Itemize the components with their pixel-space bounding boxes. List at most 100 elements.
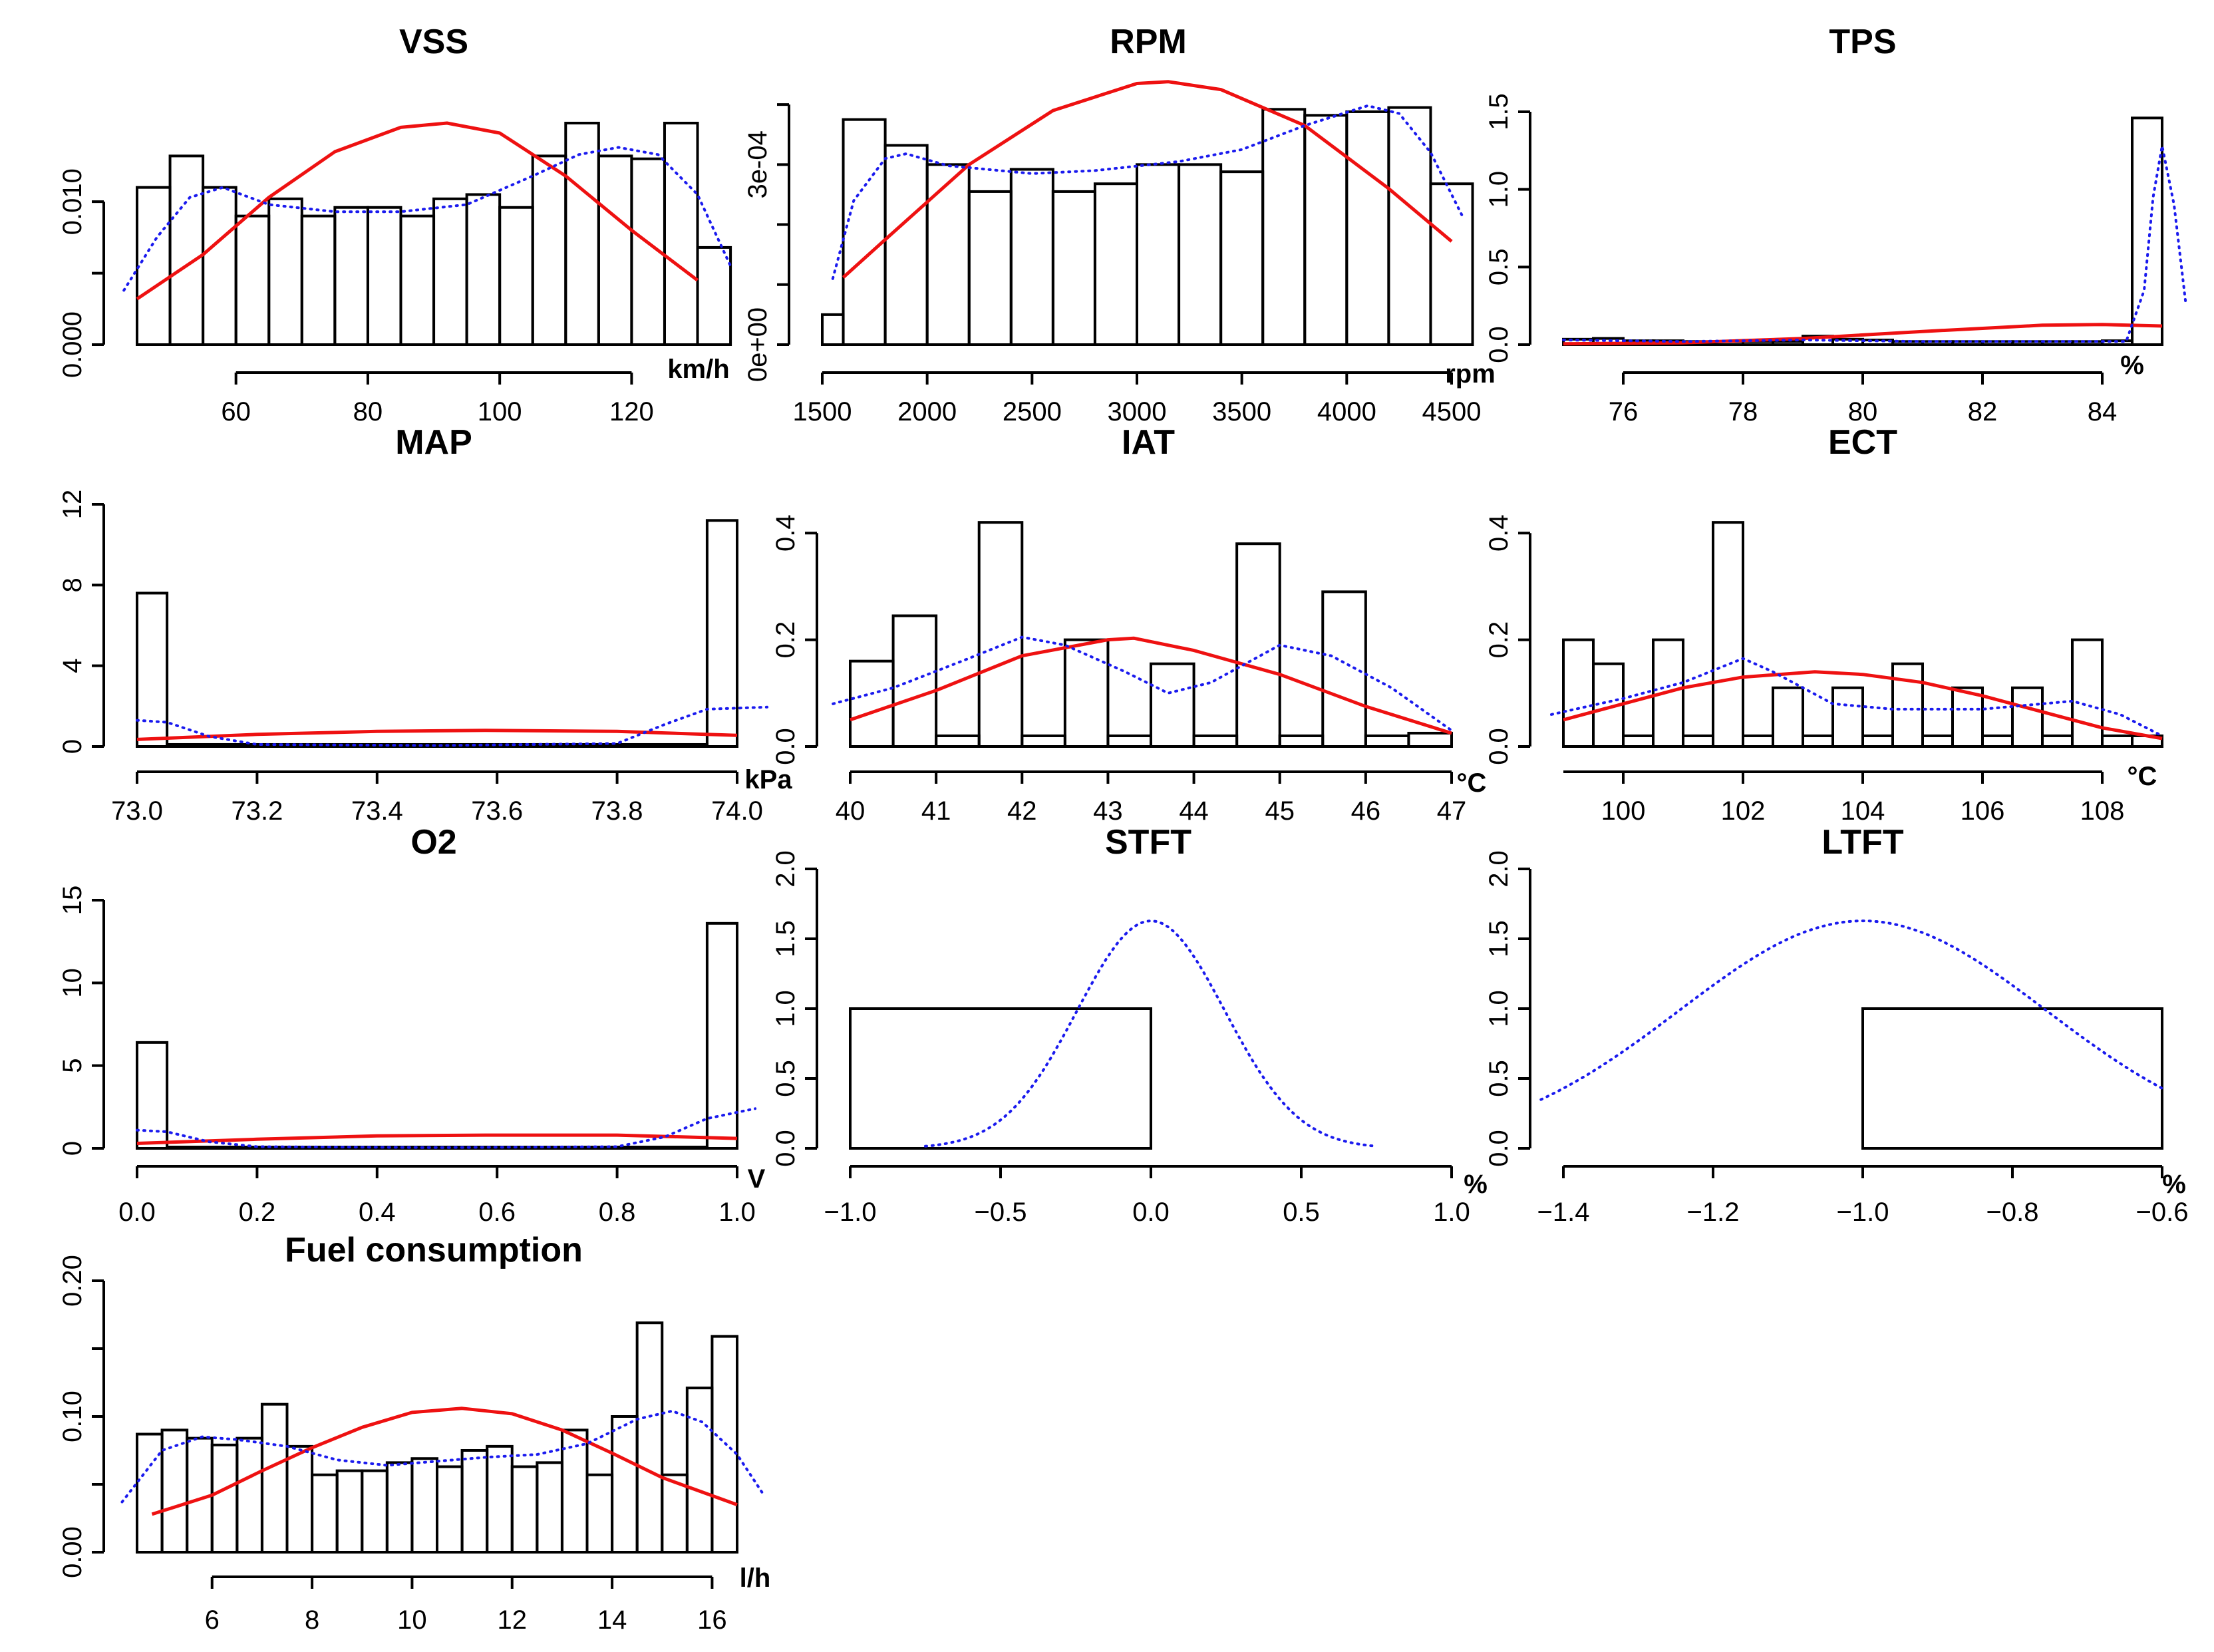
- x-tick-label: 14: [597, 1605, 627, 1635]
- y-tick-label: 0.2: [771, 621, 800, 659]
- y-tick-label: 0.5: [771, 1060, 800, 1097]
- y-tick-label: 0: [58, 1141, 87, 1156]
- y-tick-label: 1.0: [771, 990, 800, 1027]
- histogram-bar: [663, 122, 699, 346]
- panel-vss: VSS 60 80 100 120 km/h 0.000 0.010: [58, 23, 732, 426]
- y-tick-label: 0.0: [1484, 1130, 1513, 1167]
- x-tick-label: 6: [205, 1605, 220, 1635]
- x-unit-label: °C: [2128, 762, 2157, 791]
- y-tick-label: 2.0: [1484, 850, 1513, 888]
- panel-title: MAP: [395, 423, 472, 462]
- x-tick-label: 1.0: [718, 1198, 756, 1227]
- density-curve: [122, 146, 732, 292]
- histogram-bar: [705, 921, 739, 1150]
- x-tick-label: 76: [1609, 397, 1639, 426]
- normal-fit-curve: [136, 1133, 738, 1145]
- x-tick-label: 80: [353, 397, 383, 426]
- y-tick-label: 0e+00: [743, 307, 772, 382]
- x-tick-label: 73.2: [231, 796, 283, 826]
- x-tick-label: 0.5: [1283, 1198, 1320, 1227]
- x-tick-label: 60: [221, 397, 251, 426]
- panel-iat: IAT 40 41 42 43 44 45 46 47°C 0.0 0.2 0.4: [771, 423, 1486, 826]
- density-curve: [1550, 657, 2163, 737]
- histogram-bar: [136, 1041, 169, 1150]
- y-tick-label: 15: [58, 886, 87, 915]
- panel-ect: ECT 100 102 104 106 108°C 0.0 0.2 0.4: [1484, 423, 2163, 826]
- histogram-bar: [891, 614, 938, 748]
- normal-fit-curve: [136, 729, 738, 741]
- x-tick-label: 106: [1961, 796, 2005, 826]
- panel-title: ECT: [1828, 423, 1897, 462]
- panel-title: TPS: [1829, 23, 1896, 61]
- histogram-bar: [1429, 182, 1474, 346]
- y-tick-label: 0.010: [58, 168, 87, 235]
- density-curve: [832, 635, 1453, 732]
- x-tick-label: 84: [2088, 397, 2118, 426]
- panel-title: RPM: [1110, 23, 1187, 61]
- panel-title: Fuel consumption: [285, 1231, 583, 1269]
- y-tick-label: 0.2: [1484, 621, 1513, 659]
- histogram-bar: [1951, 686, 1984, 748]
- x-tick-label: −1.0: [824, 1198, 877, 1227]
- x-tick-label: 120: [609, 397, 654, 426]
- x-tick-label: 41: [921, 796, 951, 826]
- normal-fit-curve: [850, 636, 1452, 735]
- y-tick-label: 4: [58, 659, 87, 673]
- y-tick-label: 1.0: [1484, 171, 1513, 208]
- x-tick-label: −1.0: [1837, 1198, 1889, 1227]
- x-tick-label: 3000: [1108, 397, 1167, 426]
- x-tick-label: 82: [1968, 397, 1998, 426]
- normal-fit-curve: [1563, 670, 2163, 741]
- density-curve: [924, 919, 1378, 1148]
- y-tick-label: 1.0: [1484, 990, 1513, 1027]
- x-unit-label: %: [1464, 1170, 1488, 1199]
- x-tick-label: 4000: [1317, 397, 1376, 426]
- x-unit-label: %: [2162, 1170, 2186, 1199]
- panel-stft: STFT −1.0 −0.5 0.0 0.5 1.0% 0.0 0.5 1.0 1.5 2.0: [771, 823, 1488, 1227]
- panel-title: VSS: [399, 23, 468, 61]
- x-unit-label: kPa: [744, 765, 792, 794]
- panel-o2: O2 0.0 0.2 0.4 0.6 0.8 1.0 V 0 5 10 15: [58, 823, 766, 1227]
- x-tick-label: 42: [1007, 796, 1037, 826]
- y-tick-label: 10: [58, 968, 87, 998]
- x-unit-label: rpm: [1445, 359, 1496, 389]
- histogram-bar: [711, 1335, 738, 1554]
- x-tick-label: 0.0: [1132, 1198, 1170, 1227]
- y-tick-label: 1.5: [1484, 93, 1513, 130]
- x-tick-label: 73.0: [111, 796, 163, 826]
- panel-fuel-consumption: Fuel consumption 6 8 10 12 14 16 l/h 0.00 0.10 0.2…: [58, 1231, 770, 1635]
- y-tick-label: 0.0: [1484, 326, 1513, 363]
- x-tick-label: 2000: [897, 397, 957, 426]
- x-tick-label: 1500: [793, 397, 852, 426]
- x-tick-label: 1.0: [1433, 1198, 1470, 1227]
- y-tick-label: 12: [58, 490, 87, 520]
- x-tick-label: 108: [2080, 796, 2125, 826]
- y-tick-label: 0.4: [771, 514, 800, 552]
- x-tick-label: 0.0: [118, 1198, 156, 1227]
- density-curve: [1539, 919, 2163, 1101]
- x-tick-label: 46: [1351, 796, 1381, 826]
- x-tick-label: 45: [1265, 796, 1295, 826]
- y-tick-label: 1.5: [1484, 920, 1513, 957]
- x-unit-label: %: [2120, 351, 2144, 380]
- x-tick-label: −1.4: [1537, 1198, 1590, 1227]
- panel-title: O2: [410, 823, 456, 862]
- x-tick-label: 16: [697, 1605, 727, 1635]
- histogram-bar: [2131, 116, 2163, 346]
- histogram-bar: [1861, 1007, 2163, 1150]
- histogram-bar: [1652, 638, 1684, 748]
- y-tick-label: 0.0: [1484, 728, 1513, 765]
- x-tick-label: 73.4: [351, 796, 403, 826]
- x-unit-label: °C: [1457, 768, 1487, 798]
- x-tick-label: 73.8: [591, 796, 643, 826]
- y-tick-label: 8: [58, 578, 87, 592]
- y-tick-label: 0.5: [1484, 249, 1513, 286]
- density-curve: [120, 1409, 764, 1504]
- histogram-bar: [2071, 638, 2104, 748]
- histogram-bar: [1831, 686, 1864, 748]
- x-tick-label: 73.6: [471, 796, 523, 826]
- panel-title: IAT: [1122, 423, 1175, 462]
- x-tick-label: 4500: [1422, 397, 1482, 426]
- x-tick-label: 74.0: [711, 796, 763, 826]
- histogram-bar: [1150, 662, 1195, 748]
